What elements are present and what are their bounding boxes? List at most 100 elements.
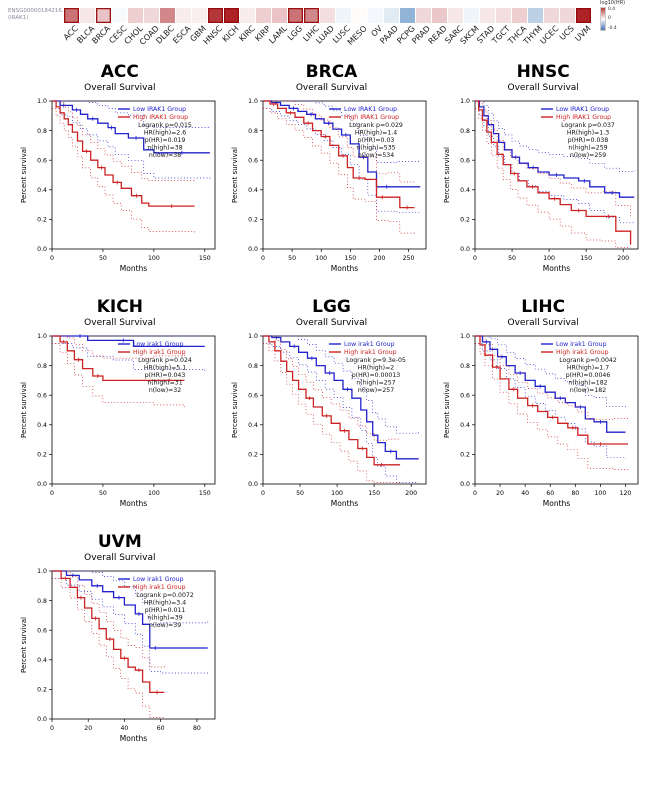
km-chart-lihc: 0 20 40 60 80 100 120 0.0 0.2 0.4 0.6 0.8 1.0 Months P…: [443, 333, 639, 508]
km-plot-uvm: UVM Overall Survival 0 20 40 60 80 0.0 0.2 0.4 0.6…: [17, 532, 223, 755]
svg-text:0.8: 0.8: [249, 128, 259, 135]
svg-text:0.6: 0.6: [37, 627, 47, 634]
stat-line: n(high)=38: [147, 145, 182, 152]
survival-curve: [263, 335, 420, 460]
heatmap-label-ucs: UCS: [558, 24, 577, 43]
km-plot-grid: ACC Overall Survival 0 50 100 150 0.0 0.2 0.4 0.6…: [14, 62, 649, 755]
svg-text:50: 50: [508, 255, 516, 262]
series-low-lgg: [263, 335, 420, 483]
svg-text:150: 150: [199, 255, 211, 262]
heatmap-cell-chol: [128, 7, 143, 23]
km-chart-brca: 0 50 100 150 200 250 0.0 0.2 0.4 0.6 0.8 1.0 Months P…: [231, 98, 427, 273]
ci-band: [51, 100, 195, 181]
plot-stats: Logrank p=0.0072HR(high)=3.4p(HR)=0.011n…: [136, 592, 194, 629]
heatmap-cell-thym: [528, 7, 543, 23]
heatmap-legend: log10(HR) 0.4 0 -0.4: [600, 0, 644, 31]
plot-stats: Logrank p=0.037HR(high)=1.3p(HR)=0.038n(…: [561, 122, 615, 159]
heatmap-cell-ucs: [560, 7, 575, 23]
km-plot-hnsc: HNSC Overall Survival 0 50 100 150 200 0.0 0.2 0.…: [440, 62, 646, 285]
svg-text:0: 0: [473, 490, 477, 497]
legend-tick: -0.4: [608, 25, 617, 31]
axes: 0 50 100 150 200 0.0 0.2 0.4 0.6 0.8 1.0 Months Perc…: [231, 333, 427, 508]
heatmap-cell-ov: [368, 7, 383, 23]
x-axis-label: Months: [543, 264, 571, 273]
survival-curve: [263, 100, 415, 209]
heatmap-cell-skcm: [464, 7, 479, 23]
x-axis-label: Months: [120, 264, 148, 273]
svg-text:50: 50: [99, 490, 107, 497]
ci-band: [475, 100, 635, 172]
heatmap-cell-esca: [176, 7, 191, 23]
svg-text:20: 20: [496, 490, 504, 497]
stat-line: HR(high)=5.1: [144, 365, 186, 372]
plot-subtitle: Overall Survival: [295, 83, 368, 93]
legend-entry: High IRAK1 Group: [133, 114, 188, 121]
stat-line: p(HR)=0.011: [145, 607, 186, 614]
ci-band: [51, 100, 211, 128]
svg-text:150: 150: [345, 255, 357, 262]
cancer-title: ACC: [100, 62, 139, 82]
legend-entry: High irak1 Group: [133, 349, 186, 356]
y-axis-label: Percent survival: [443, 382, 451, 438]
survival-curve: [51, 335, 205, 348]
heatmap-cell-meso: [352, 7, 367, 23]
axes: 0 20 40 60 80 0.0 0.2 0.4 0.6 0.8 1.0 Months Percent…: [20, 568, 216, 743]
y-axis-label: Percent survival: [443, 147, 451, 203]
cancer-title: UVM: [97, 532, 142, 552]
svg-text:0.8: 0.8: [37, 598, 47, 605]
svg-text:0.2: 0.2: [249, 452, 259, 459]
svg-text:40: 40: [521, 490, 529, 497]
stat-line: p(HR)=0.00013: [352, 372, 401, 379]
legend-tick: 0.4: [608, 6, 616, 12]
legend-entry: Low irak1 Group: [344, 341, 395, 348]
svg-text:0: 0: [50, 490, 54, 497]
ci-band: [51, 570, 165, 668]
series-low-lihc: [475, 335, 627, 459]
stat-line: HR(high)=1.4: [355, 130, 397, 137]
plot-subtitle: Overall Survival: [84, 318, 156, 328]
svg-text:80: 80: [193, 725, 201, 732]
plot-stats: Logrank p=0.024HR(high)=5.1p(HR)=0.043n(…: [138, 357, 192, 394]
x-axis-label: Months: [120, 734, 148, 743]
plot-subtitle: Overall Survival: [507, 318, 579, 328]
survival-curve: [263, 335, 401, 466]
stat-line: n(high)=182: [569, 380, 608, 387]
svg-text:40: 40: [120, 725, 128, 732]
stat-line: n(high)=535: [357, 145, 396, 152]
svg-text:60: 60: [546, 490, 554, 497]
x-axis-label: Months: [120, 499, 148, 508]
heatmap-cell-sarc: [448, 7, 463, 23]
svg-text:1.0: 1.0: [249, 98, 259, 105]
legend-tick-labels: 0.4 0 -0.4: [608, 7, 617, 31]
plot-subtitle: Overall Survival: [295, 318, 368, 328]
survival-curve: [475, 335, 629, 445]
svg-text:60: 60: [157, 725, 165, 732]
stat-line: n(high)=39: [147, 615, 182, 622]
stat-line: p(HR)=0.043: [145, 372, 186, 379]
km-chart-hnsc: 0 50 100 150 200 0.0 0.2 0.4 0.6 0.8 1.0 Months Perc…: [443, 98, 639, 273]
heatmap-cell-luad: [320, 7, 335, 23]
gene-alias: (IRAK1): [8, 15, 29, 21]
heatmap-cell-acc: [64, 7, 79, 23]
ci-band: [51, 335, 185, 359]
ci-band: [475, 108, 635, 224]
heatmap-column-labels: ACC BLCA BRCA CESC CHOL COAD DLBC ESCA GBM HNSC KI…: [8, 24, 655, 60]
stat-line: n(low)=38: [149, 152, 181, 159]
heatmap-cell-kich: [224, 7, 239, 23]
stat-line: n(low)=39: [149, 622, 181, 629]
svg-text:0: 0: [262, 490, 266, 497]
svg-text:0.2: 0.2: [249, 217, 259, 224]
ci-band: [51, 108, 211, 180]
y-axis-label: Percent survival: [20, 382, 28, 438]
series-high-kich: [51, 335, 185, 407]
heatmap-cell-tgct: [496, 7, 511, 23]
survival-curve: [51, 570, 208, 649]
svg-text:0.6: 0.6: [37, 157, 47, 164]
legend-entry: Low IRAK1 Group: [133, 106, 186, 113]
svg-text:0.6: 0.6: [37, 392, 47, 399]
survival-heatmap: ENSG00000184216.11 (IRAK1) log10(HR) 0.4…: [8, 0, 655, 31]
svg-text:0.4: 0.4: [37, 657, 47, 664]
